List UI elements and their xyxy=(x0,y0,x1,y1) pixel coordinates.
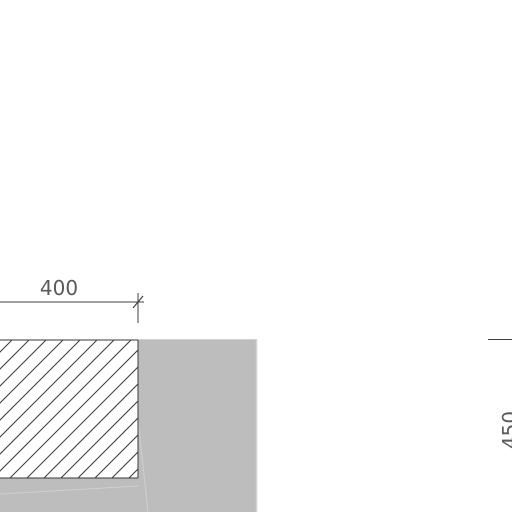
hatch-pattern xyxy=(0,340,454,478)
hatch-line xyxy=(26,366,138,478)
block-faint-line xyxy=(137,419,149,512)
hatch-line xyxy=(0,340,81,421)
hatch-line xyxy=(94,434,138,478)
hatch-line xyxy=(299,340,437,478)
hatch-line xyxy=(111,451,138,478)
hatch-line xyxy=(0,340,30,370)
hatch-line xyxy=(9,349,138,478)
hatch-line xyxy=(0,340,47,387)
hatch-line xyxy=(77,417,138,478)
hatch-line xyxy=(0,340,132,472)
hatch-line xyxy=(0,340,115,455)
hatch-line xyxy=(43,383,138,478)
hatch-line xyxy=(0,340,98,438)
block-bottom-faint-line xyxy=(0,485,139,495)
solid-block-bottom xyxy=(0,478,138,512)
hatch-line xyxy=(0,340,64,404)
hatch-line xyxy=(60,400,138,478)
height-dimension-label: 450 xyxy=(498,411,512,449)
solid-block-right xyxy=(138,339,256,512)
width-dimension-tick xyxy=(132,295,144,309)
hatch-line xyxy=(265,340,403,478)
hatch-line xyxy=(316,340,454,478)
hatch-line xyxy=(282,340,420,478)
hatched-section xyxy=(0,340,138,478)
hatch-line xyxy=(248,340,386,478)
width-dimension-label: 400 xyxy=(40,276,78,300)
